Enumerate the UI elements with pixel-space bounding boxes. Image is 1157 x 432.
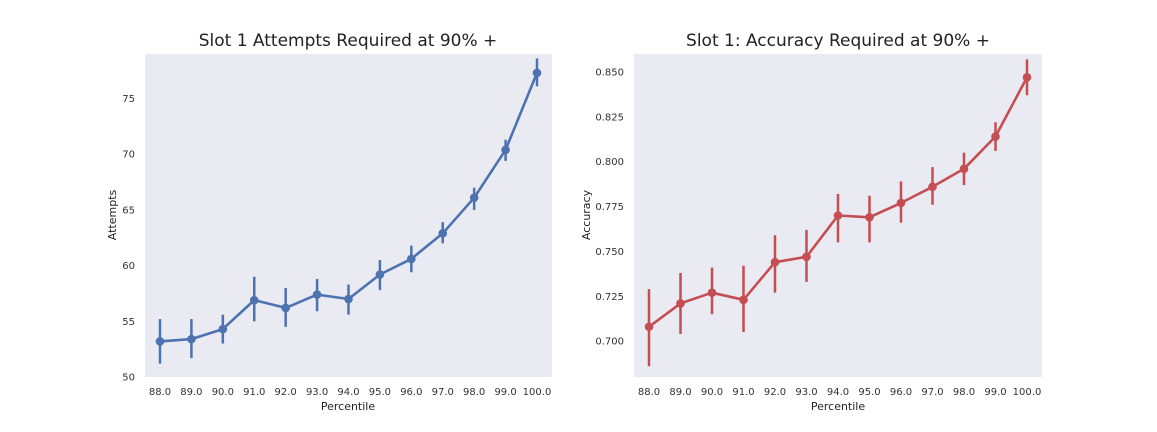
data-point: [896, 198, 906, 208]
x-tick-label: 90.0: [701, 387, 723, 398]
y-tick-label: 0.800: [595, 157, 624, 168]
y-tick-label: 50: [122, 373, 135, 384]
data-point: [865, 212, 874, 222]
data-point: [959, 164, 969, 174]
x-tick-label: 94.0: [337, 387, 359, 398]
data-point: [833, 211, 843, 220]
x-tick-label: 90.0: [212, 387, 234, 398]
y-tick-label: 60: [122, 261, 135, 272]
y-tick-label: 65: [122, 205, 135, 216]
data-point: [218, 324, 228, 334]
x-tick-label: 96.0: [400, 387, 422, 398]
y-tick-label: 55: [122, 317, 135, 328]
y-tick-label: 70: [122, 150, 135, 161]
y-tick-label: 0.825: [595, 112, 624, 123]
plot-area-attempts: [145, 54, 552, 377]
x-tick-label: 100.0: [523, 387, 552, 398]
data-point: [802, 252, 811, 262]
chart-title-attempts: Slot 1 Attempts Required at 90% +: [199, 31, 498, 51]
data-point: [1022, 73, 1032, 82]
data-point: [532, 68, 542, 78]
data-point: [676, 299, 685, 308]
x-tick-label: 91.0: [243, 387, 265, 398]
data-point: [249, 295, 259, 305]
x-tick-label: 96.0: [890, 387, 912, 398]
chart-title-accuracy: Slot 1: Accuracy Required at 90% +: [686, 31, 990, 51]
data-point: [770, 257, 780, 267]
marks-accuracy: 0.700 0.725 0.750 0.775 0.800 0.825 0.850 88.0 8…: [595, 59, 1041, 398]
data-point: [644, 322, 654, 332]
y-tick-label: 0.775: [595, 202, 624, 213]
x-tick-label: 92.0: [764, 387, 786, 398]
x-tick-label: 95.0: [369, 387, 391, 398]
y-tick-label: 0.850: [595, 67, 624, 78]
x-tick-label: 93.0: [795, 387, 817, 398]
chart-left: Slot 1 Attempts Required at 90% + Percen…: [106, 31, 552, 413]
y-tick-label: 0.725: [595, 292, 624, 303]
x-tick-label: 89.0: [180, 387, 202, 398]
x-tick-label: 88.0: [638, 387, 660, 398]
data-point: [281, 303, 290, 313]
y-axis-label-attempts: Attempts: [106, 189, 119, 240]
y-axis-label-accuracy: Accuracy: [580, 189, 593, 240]
x-tick-label: 92.0: [275, 387, 297, 398]
x-tick-label: 91.0: [732, 387, 754, 398]
data-point: [155, 337, 165, 346]
x-axis-label-attempts: Percentile: [321, 400, 376, 413]
x-tick-label: 88.0: [149, 387, 171, 398]
y-tick-label: 0.750: [595, 247, 624, 258]
data-point: [438, 229, 448, 238]
x-tick-label: 94.0: [827, 387, 849, 398]
data-point: [187, 334, 196, 344]
marks-attempts: 50 55 60 65 70 75 88.0 89.0 90.0 91.0 92.0 93.0 94.0…: [122, 58, 551, 398]
x-tick-label: 95.0: [858, 387, 880, 398]
y-tick-label: 0.700: [595, 337, 624, 348]
x-tick-label: 93.0: [306, 387, 328, 398]
x-tick-label: 98.0: [463, 387, 485, 398]
x-tick-label: 100.0: [1013, 387, 1042, 398]
data-point: [928, 182, 937, 192]
data-point: [991, 132, 1000, 141]
data-point: [501, 145, 510, 155]
x-tick-label: 97.0: [921, 387, 943, 398]
x-tick-label: 97.0: [432, 387, 454, 398]
data-point: [375, 270, 385, 279]
x-tick-label: 99.0: [494, 387, 516, 398]
x-tick-label: 99.0: [984, 387, 1006, 398]
y-tick-label: 75: [122, 94, 135, 105]
x-tick-label: 89.0: [669, 387, 691, 398]
data-point: [739, 295, 748, 305]
data-point: [469, 193, 479, 202]
data-point: [407, 254, 416, 264]
data-point: [312, 290, 322, 299]
x-axis-label-accuracy: Percentile: [811, 400, 866, 413]
x-tick-label: 98.0: [953, 387, 975, 398]
data-point: [344, 294, 353, 304]
chart-right: Slot 1: Accuracy Required at 90% + Perce…: [580, 31, 1042, 413]
data-point: [707, 288, 717, 297]
